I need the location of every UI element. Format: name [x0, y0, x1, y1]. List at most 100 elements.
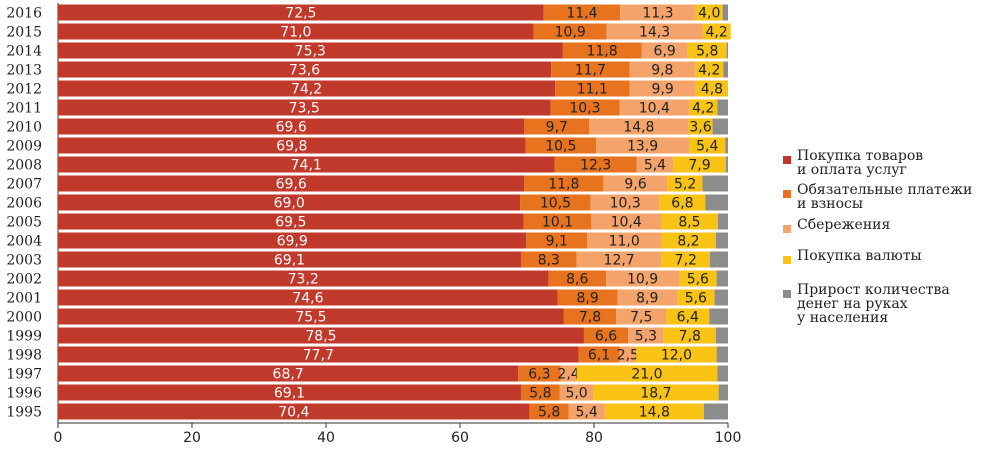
x-tick-label: 100 — [715, 430, 742, 446]
bar-segment — [58, 137, 526, 154]
data-label: 5,0 — [565, 386, 587, 402]
data-label: 10,5 — [545, 139, 576, 155]
bar-segment — [723, 61, 728, 78]
data-label: 9,8 — [651, 63, 673, 79]
bar-segment — [520, 384, 560, 401]
data-label: 71,0 — [280, 25, 311, 41]
bar-segment — [717, 99, 728, 116]
bar-segment — [715, 327, 728, 344]
data-label: 2,5 — [617, 348, 639, 364]
category-label: 1999 — [6, 329, 42, 345]
bar-segment — [636, 346, 717, 363]
data-label: 10,4 — [639, 101, 670, 117]
bar-segment — [58, 80, 556, 97]
data-label: 12,3 — [580, 158, 611, 174]
category-label: 2009 — [6, 139, 42, 155]
bar-segment — [603, 175, 668, 192]
data-label: 78,5 — [305, 329, 336, 345]
data-label: 7,9 — [688, 158, 710, 174]
data-label: 69,5 — [275, 215, 306, 231]
bar-segment — [58, 289, 558, 306]
bar-segment — [667, 175, 703, 192]
data-label: 10,1 — [542, 215, 573, 231]
bar-segment — [606, 23, 703, 40]
bar-segment — [555, 80, 630, 97]
bar-segment — [560, 365, 577, 382]
category-label: 2001 — [6, 291, 42, 307]
bar-segment — [525, 137, 597, 154]
data-label: 5,8 — [696, 44, 718, 60]
category-label: 2005 — [6, 215, 42, 231]
bar-segment — [524, 175, 604, 192]
bar-segment — [526, 232, 588, 249]
data-label: 5,2 — [674, 177, 696, 193]
bar-segment — [58, 175, 525, 192]
data-label: 8,2 — [677, 234, 699, 250]
bar-segment — [661, 232, 716, 249]
bar-segment — [666, 308, 710, 325]
data-label: 9,7 — [546, 120, 568, 136]
legend-label: Покупка товаров и оплата услуг — [797, 148, 924, 178]
bar-segment — [709, 308, 728, 325]
bar-segment — [58, 156, 555, 173]
data-label: 8,5 — [678, 215, 700, 231]
bar-segment — [591, 213, 661, 230]
bar-segment — [58, 270, 549, 287]
legend-swatch — [783, 156, 791, 164]
data-label: 10,4 — [611, 215, 642, 231]
bar-segment — [559, 384, 594, 401]
data-label: 11,1 — [577, 82, 608, 98]
bar-segment — [58, 99, 551, 116]
data-label: 12,0 — [661, 348, 692, 364]
bar-segment — [659, 194, 706, 211]
data-label: 75,5 — [295, 310, 326, 326]
bars-group: 72,5 11,4 11,3 4,0 71,0 10,9 14,3 4,2 75,3 11,8 6,… — [58, 4, 731, 421]
category-label: 1995 — [6, 405, 42, 421]
data-label: 69,6 — [276, 120, 307, 136]
bar-segment — [58, 346, 579, 363]
bar-segment — [725, 137, 728, 154]
bar-segment — [716, 270, 728, 287]
category-labels: 2016 2015 2014 2013 2012 2011 2010 2009 2008 2007… — [6, 6, 42, 421]
bar-segment — [58, 118, 525, 135]
data-label: 6,3 — [528, 367, 550, 383]
data-label: 3,6 — [689, 120, 711, 136]
data-label: 8,6 — [566, 272, 588, 288]
category-label: 2010 — [6, 120, 42, 136]
bar-segment — [717, 365, 728, 382]
bar-segment — [695, 80, 728, 97]
bar-segment — [518, 365, 561, 382]
bar-segment — [606, 270, 680, 287]
legend-label: Сбережения — [797, 217, 891, 233]
bar-segment — [629, 61, 696, 78]
bar-segment — [661, 213, 718, 230]
bar-segment — [714, 289, 728, 306]
data-label: 11,4 — [566, 6, 597, 22]
data-label: 5,4 — [644, 158, 666, 174]
data-label: 8,9 — [636, 291, 658, 307]
data-label: 5,8 — [529, 386, 551, 402]
data-label: 73,5 — [289, 101, 320, 117]
category-label: 2006 — [6, 196, 42, 212]
legend-swatch — [783, 225, 791, 233]
bar-segment — [589, 118, 689, 135]
category-label: 2003 — [6, 253, 42, 269]
bar-segment — [523, 213, 592, 230]
data-label: 11,7 — [575, 63, 606, 79]
bar-segment — [673, 156, 726, 173]
legend-swatch — [783, 190, 791, 198]
data-label: 10,3 — [610, 196, 641, 212]
bar-segment — [554, 156, 637, 173]
bar-segment — [596, 137, 690, 154]
bar-segment — [58, 4, 544, 21]
data-label: 12,7 — [604, 253, 635, 269]
bar-segment — [548, 270, 607, 287]
bar-segment — [661, 251, 710, 268]
bar-segment — [677, 289, 715, 306]
data-label: 68,7 — [273, 367, 304, 383]
bar-segment — [576, 251, 662, 268]
data-label: 14,8 — [623, 120, 654, 136]
bar-segment — [616, 308, 667, 325]
data-label: 4,0 — [698, 6, 720, 22]
legend-swatch — [783, 290, 791, 298]
